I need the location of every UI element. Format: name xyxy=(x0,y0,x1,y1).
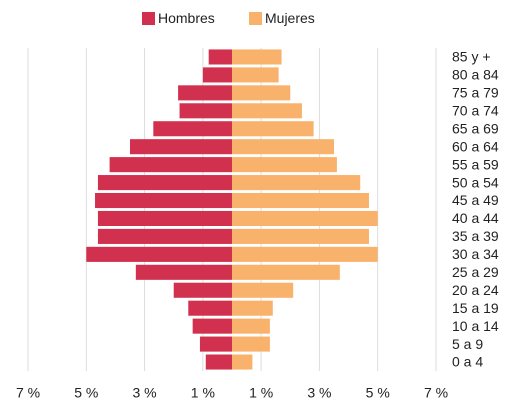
y-tick-label: 80 a 84 xyxy=(452,67,499,83)
bar xyxy=(232,67,279,83)
bar xyxy=(86,246,233,262)
legend-swatch xyxy=(142,12,155,25)
bar xyxy=(178,85,232,101)
y-tick-label: 50 a 54 xyxy=(452,174,499,190)
y-tick-label: 0 a 4 xyxy=(452,354,483,370)
bar xyxy=(208,49,232,65)
bar xyxy=(232,228,369,244)
bar xyxy=(95,192,233,209)
bar xyxy=(232,336,270,352)
y-tick-label: 70 a 74 xyxy=(452,103,499,119)
bar xyxy=(232,354,253,370)
y-tick-label: 20 a 24 xyxy=(452,282,499,298)
y-tick-label: 10 a 14 xyxy=(452,318,499,334)
x-tick-label: 5 % xyxy=(366,385,390,401)
bar xyxy=(192,318,232,334)
y-tick-label: 15 a 19 xyxy=(452,300,499,316)
bar xyxy=(205,354,232,370)
y-tick-label: 60 a 64 xyxy=(452,138,499,154)
bar xyxy=(199,336,232,352)
bar xyxy=(232,121,314,137)
bar xyxy=(232,175,361,191)
y-tick-label: 55 a 59 xyxy=(452,156,499,172)
bar xyxy=(232,282,294,298)
bar xyxy=(130,139,232,155)
y-tick-label: 30 a 34 xyxy=(452,246,499,262)
bar xyxy=(232,85,291,101)
y-tick-label: 75 a 79 xyxy=(452,85,499,101)
bar xyxy=(97,228,232,244)
bar xyxy=(202,67,232,83)
bar xyxy=(135,264,232,280)
bar xyxy=(97,175,232,191)
y-tick-label: 5 a 9 xyxy=(452,336,483,352)
x-tick-label: 3 % xyxy=(133,385,157,401)
bar xyxy=(188,300,232,316)
legend-label: Hombres xyxy=(158,10,215,26)
legend-label: Mujeres xyxy=(265,10,315,26)
bar xyxy=(109,157,232,173)
bar xyxy=(232,300,273,316)
y-tick-label: 35 a 39 xyxy=(452,228,499,244)
bar xyxy=(232,318,270,334)
x-tick-label: 7 % xyxy=(424,385,448,401)
bar xyxy=(97,210,232,227)
x-tick-label: 1 % xyxy=(191,385,215,401)
bar xyxy=(179,103,232,119)
y-tick-label: 65 a 69 xyxy=(452,120,499,136)
x-tick-label: 7 % xyxy=(16,385,40,401)
bar xyxy=(232,49,282,65)
bar xyxy=(153,121,232,137)
x-tick-label: 3 % xyxy=(307,385,331,401)
y-tick-label: 45 a 49 xyxy=(452,192,499,208)
bar xyxy=(232,103,302,119)
y-tick-label: 40 a 44 xyxy=(452,210,499,226)
bar xyxy=(232,139,334,155)
legend-swatch xyxy=(249,12,262,25)
bar xyxy=(232,264,340,280)
y-tick-label: 25 a 29 xyxy=(452,264,499,280)
bar xyxy=(173,282,232,298)
bar xyxy=(232,192,369,209)
bar xyxy=(232,210,378,227)
x-tick-label: 1 % xyxy=(249,385,273,401)
bar xyxy=(232,246,378,262)
x-tick-label: 5 % xyxy=(74,385,98,401)
bar xyxy=(232,157,337,173)
y-tick-label: 85 y + xyxy=(452,49,491,65)
